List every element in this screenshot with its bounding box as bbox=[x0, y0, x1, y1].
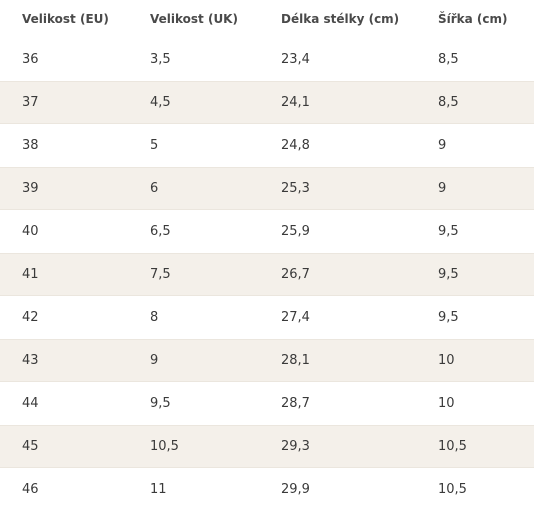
table-cell: 7,5 bbox=[150, 267, 171, 282]
table-cell: 6 bbox=[150, 181, 159, 196]
table-cell: 39 bbox=[22, 181, 39, 196]
table-row: 39 6 25,3 9 bbox=[0, 167, 534, 210]
table-cell: 10,5 bbox=[438, 439, 467, 454]
table-cell: 9,5 bbox=[438, 267, 459, 282]
table-cell: 9 bbox=[438, 138, 447, 153]
table-cell: 25,3 bbox=[281, 181, 310, 196]
table-cell: 10,5 bbox=[438, 482, 467, 497]
table-cell: 9 bbox=[150, 353, 159, 368]
table-row: 45 10,5 29,3 10,5 bbox=[0, 425, 534, 468]
table-cell: 36 bbox=[22, 52, 39, 67]
header-cell: Délka stélky (cm) bbox=[281, 12, 400, 26]
table-cell: 9,5 bbox=[150, 396, 171, 411]
table-cell: 43 bbox=[22, 353, 39, 368]
table-cell: 8,5 bbox=[438, 52, 459, 67]
table-cell: 9,5 bbox=[438, 224, 459, 239]
table-cell: 29,9 bbox=[281, 482, 310, 497]
table-cell: 44 bbox=[22, 396, 39, 411]
table-cell: 24,8 bbox=[281, 138, 310, 153]
table-cell: 40 bbox=[22, 224, 39, 239]
table-cell: 38 bbox=[22, 138, 39, 153]
table-cell: 10,5 bbox=[150, 439, 179, 454]
table-row: 40 6,5 25,9 9,5 bbox=[0, 210, 534, 253]
header-row: Velikost (EU) Velikost (UK) Délka stélky (… bbox=[0, 0, 534, 38]
table-row: 41 7,5 26,7 9,5 bbox=[0, 253, 534, 296]
table-cell: 11 bbox=[150, 482, 167, 497]
table-cell: 10 bbox=[438, 396, 455, 411]
header-cell: Velikost (UK) bbox=[150, 12, 238, 26]
table-row: 42 8 27,4 9,5 bbox=[0, 296, 534, 339]
table-cell: 45 bbox=[22, 439, 39, 454]
table-cell: 23,4 bbox=[281, 52, 310, 67]
table-cell: 8 bbox=[150, 310, 159, 325]
table-cell: 29,3 bbox=[281, 439, 310, 454]
table-cell: 9,5 bbox=[438, 310, 459, 325]
table-row: 46 11 29,9 10,5 bbox=[0, 468, 534, 511]
table-row: 44 9,5 28,7 10 bbox=[0, 382, 534, 425]
table-cell: 24,1 bbox=[281, 95, 310, 110]
table-cell: 9 bbox=[438, 181, 447, 196]
table-cell: 6,5 bbox=[150, 224, 171, 239]
table-row: 43 9 28,1 10 bbox=[0, 339, 534, 382]
header-cell: Šířka (cm) bbox=[438, 12, 508, 26]
table-cell: 28,7 bbox=[281, 396, 310, 411]
table-row: 38 5 24,8 9 bbox=[0, 124, 534, 167]
table-cell: 41 bbox=[22, 267, 39, 282]
table-cell: 42 bbox=[22, 310, 39, 325]
table-cell: 8,5 bbox=[438, 95, 459, 110]
table-cell: 37 bbox=[22, 95, 39, 110]
table-row: 37 4,5 24,1 8,5 bbox=[0, 81, 534, 124]
table-cell: 27,4 bbox=[281, 310, 310, 325]
table-cell: 28,1 bbox=[281, 353, 310, 368]
table-cell: 4,5 bbox=[150, 95, 171, 110]
table-cell: 10 bbox=[438, 353, 455, 368]
header-cell: Velikost (EU) bbox=[22, 12, 109, 26]
table-cell: 3,5 bbox=[150, 52, 171, 67]
table-cell: 5 bbox=[150, 138, 159, 153]
table-cell: 46 bbox=[22, 482, 39, 497]
table-cell: 26,7 bbox=[281, 267, 310, 282]
table-cell: 25,9 bbox=[281, 224, 310, 239]
table-row: 36 3,5 23,4 8,5 bbox=[0, 38, 534, 81]
